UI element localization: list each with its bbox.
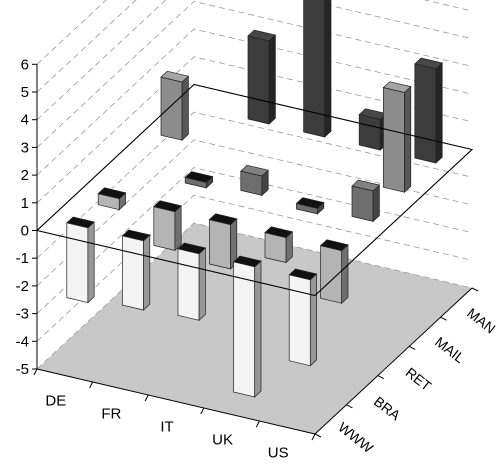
bar-www-fr	[121, 229, 151, 311]
zero-plane-outline	[35, 83, 474, 297]
depth-tick-label: MAIL	[432, 333, 468, 366]
bar-man-uk	[358, 108, 388, 151]
x-tick-label: DE	[45, 393, 66, 410]
y-tick-label: 6	[21, 56, 29, 73]
bar-ret-uk	[295, 197, 325, 215]
x-tick-label: US	[268, 445, 289, 462]
bar-bra-us	[319, 239, 349, 304]
bar-ret-fr	[184, 171, 214, 189]
gridline	[36, 111, 473, 259]
bar-www-it	[177, 242, 207, 322]
depth-tick-label: WWW	[335, 419, 377, 456]
y-tick-label: -1	[16, 250, 29, 267]
y-tick-label: 1	[21, 195, 29, 212]
y-tick-label: 4	[21, 112, 29, 129]
bar-ret-us	[351, 179, 381, 223]
bar-mail-de	[160, 70, 190, 141]
x-axis	[36, 368, 316, 435]
bar-www-uk	[232, 255, 262, 398]
bar-man-us	[414, 57, 443, 164]
bar-bra-it	[208, 213, 238, 270]
y-tick-label: 0	[21, 223, 29, 240]
x-tick-label: IT	[160, 419, 173, 436]
y-tick-label: 5	[21, 84, 29, 101]
bar-www-us	[288, 268, 318, 367]
depth-tick-label: BRA	[371, 393, 404, 424]
bar-bra-fr	[153, 200, 182, 252]
gridline	[36, 0, 473, 93]
bar-ret-it	[240, 164, 269, 197]
y-tick-label: 2	[21, 167, 29, 184]
gridline	[36, 0, 473, 120]
x-tick-label: UK	[212, 432, 233, 449]
depth-tick-label: RET	[403, 364, 435, 394]
x-tick-label: FR	[101, 406, 121, 423]
gridline	[36, 0, 107, 65]
bar-mail-us	[382, 81, 412, 193]
depth-tick-label: MAN	[464, 305, 498, 337]
gridline	[36, 0, 473, 148]
y-tick-label: -5	[16, 361, 29, 378]
bar-man-it	[303, 0, 332, 138]
y-tick-label: -3	[16, 306, 29, 323]
y-tick-label: 3	[21, 139, 29, 156]
y-tick-label: -4	[16, 333, 29, 350]
chart-bars	[66, 0, 443, 398]
y-tick-label: -2	[16, 278, 29, 295]
bar-www-de	[66, 216, 95, 304]
gridline	[36, 222, 473, 370]
bar-man-fr	[247, 29, 277, 125]
gridline	[36, 28, 473, 176]
depth-axis	[314, 287, 473, 435]
bar-bra-uk	[264, 226, 294, 264]
bar-bra-de	[97, 187, 127, 211]
chart-axes	[32, 63, 479, 441]
gridline	[36, 56, 473, 204]
